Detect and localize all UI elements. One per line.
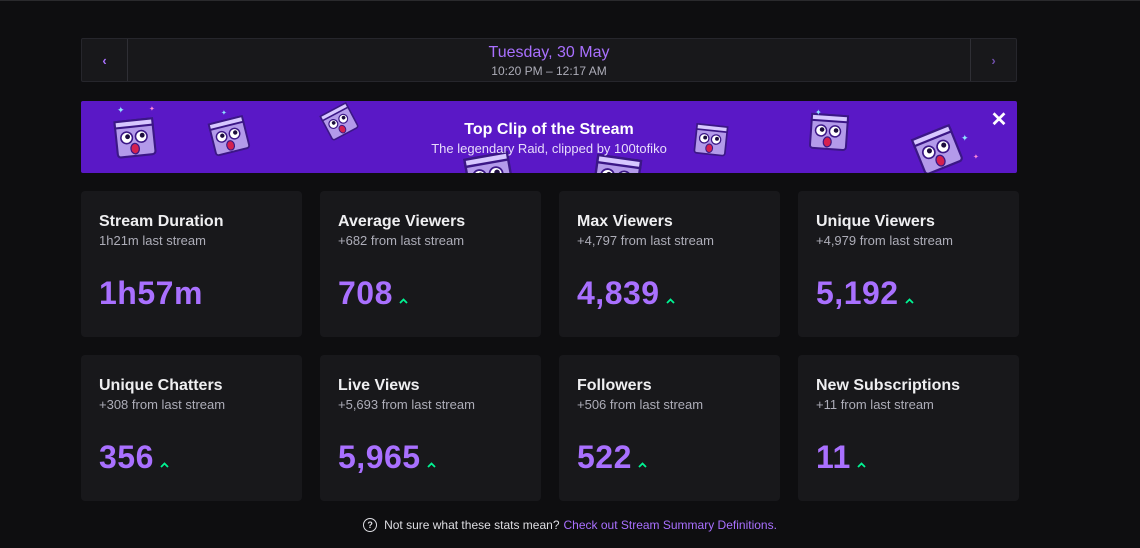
svg-text:✦: ✦ — [117, 106, 125, 116]
trend-up-icon — [399, 298, 408, 304]
stat-title: Unique Chatters — [99, 377, 223, 394]
mascot-illustration: ✦ ✦ ✦ ✦ ✦ ✦ — [113, 102, 979, 173]
stat-comparison: +4,979 from last stream — [816, 233, 953, 248]
stat-comparison: +5,693 from last stream — [338, 397, 475, 412]
stat-card-unique-viewers: Unique Viewers +4,979 from last stream 5… — [798, 191, 1019, 337]
stream-summary: ‹ Tuesday, 30 May 10:20 PM – 12:17 AM › — [81, 38, 1019, 501]
stat-comparison: 1h21m last stream — [99, 233, 206, 248]
trend-up-icon — [665, 298, 675, 304]
svg-text:✦: ✦ — [961, 134, 969, 144]
stat-value: 5,965 — [338, 439, 421, 475]
svg-text:✦: ✦ — [973, 153, 979, 161]
stat-value: 1h57m — [99, 275, 203, 311]
stat-title: Live Views — [338, 377, 420, 394]
top-clip-title: Top Clip of the Stream — [464, 121, 634, 138]
stat-value: 522 — [577, 439, 632, 475]
close-banner-button[interactable]: ✕ — [987, 107, 1011, 131]
stat-title: Max Viewers — [577, 213, 673, 230]
stats-help-footer: ? Not sure what these stats mean? Check … — [0, 518, 1140, 532]
stat-title: Stream Duration — [99, 213, 224, 230]
stat-value: 5,192 — [816, 275, 899, 311]
stat-title: Followers — [577, 377, 652, 394]
stat-comparison: +4,797 from last stream — [577, 233, 714, 248]
svg-text:✦: ✦ — [815, 108, 822, 117]
next-stream-button[interactable]: › — [970, 39, 1016, 81]
stat-value: 708 — [338, 275, 393, 311]
stat-comparison: +308 from last stream — [99, 397, 226, 412]
stat-card-stream-duration: Stream Duration 1h21m last stream 1h57m — [81, 191, 302, 337]
stat-card-max-viewers: Max Viewers +4,797 from last stream 4,83… — [559, 191, 780, 337]
stat-card-unique-chatters: Unique Chatters +308 from last stream 35… — [81, 355, 302, 501]
chevron-left-icon: ‹ — [102, 52, 107, 68]
date-navigator: ‹ Tuesday, 30 May 10:20 PM – 12:17 AM › — [81, 38, 1017, 82]
stat-comparison: +682 from last stream — [338, 233, 465, 248]
stat-card-average-viewers: Average Viewers +682 from last stream 70… — [320, 191, 541, 337]
stream-time-range: 10:20 PM – 12:17 AM — [491, 63, 607, 78]
stat-value: 356 — [99, 439, 154, 475]
stat-card-new-subscriptions: New Subscriptions +11 from last stream 1… — [798, 355, 1019, 501]
help-text: Not sure what these stats mean? — [384, 518, 560, 532]
svg-text:✦: ✦ — [149, 105, 155, 113]
stat-card-live-views: Live Views +5,693 from last stream 5,965 — [320, 355, 541, 501]
stat-title: New Subscriptions — [816, 377, 961, 394]
top-clip-banner[interactable]: ✦ ✦ ✦ ✦ ✦ ✦ Top Clip of the Stream The l… — [81, 101, 1017, 173]
stat-comparison: +11 from last stream — [816, 397, 934, 412]
stat-comparison: +506 from last stream — [577, 397, 704, 412]
stats-grid: Stream Duration 1h21m last stream 1h57m … — [81, 191, 1019, 501]
stat-card-followers: Followers +506 from last stream 522 — [559, 355, 780, 501]
top-clip-text: Top Clip of the Stream The legendary Rai… — [81, 120, 1017, 157]
stat-value: 4,839 — [577, 275, 660, 311]
stream-date: Tuesday, 30 May — [488, 43, 610, 61]
trend-up-icon — [426, 462, 436, 468]
stat-title: Unique Viewers — [816, 213, 935, 230]
stat-value: 11 — [816, 439, 851, 475]
previous-stream-button[interactable]: ‹ — [82, 39, 128, 81]
date-display: Tuesday, 30 May 10:20 PM – 12:17 AM — [128, 39, 970, 81]
trend-up-icon — [904, 298, 914, 304]
trend-up-icon — [857, 462, 866, 468]
top-clip-subtitle: The legendary Raid, clipped by 100tofiko — [431, 141, 667, 156]
trend-up-icon — [638, 462, 647, 468]
trend-up-icon — [160, 462, 169, 468]
close-icon: ✕ — [990, 108, 1008, 131]
chevron-right-icon: › — [991, 52, 996, 68]
svg-text:✦: ✦ — [221, 109, 227, 117]
stat-title: Average Viewers — [338, 213, 466, 230]
top-divider — [0, 0, 1140, 1]
definitions-link[interactable]: Check out Stream Summary Definitions. — [563, 518, 777, 532]
question-mark-icon: ? — [363, 518, 378, 532]
